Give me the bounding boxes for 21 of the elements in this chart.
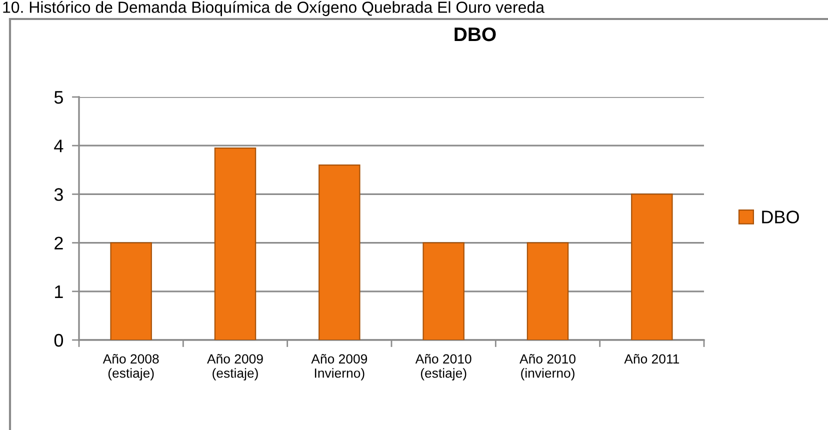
bar (422, 242, 464, 340)
x-tick-label: Año 2009 (estiaje) (207, 354, 263, 380)
legend-label: DBO (762, 210, 799, 224)
y-tick-label: 0 (54, 334, 64, 347)
x-tick-label: Año 2009 Invierno) (311, 354, 368, 380)
chart-title: DBO (454, 27, 496, 42)
x-tick-label: Año 2011 (624, 354, 680, 364)
y-tick-label: 5 (54, 91, 63, 104)
bar (318, 164, 360, 340)
x-tick-label: Año 2010 (invierno) (520, 354, 576, 380)
text: 10. Histórico de Demanda Bioquímica de Oxígeno Quebrada El Ouro vereda (3, 1, 544, 16)
bar (214, 147, 256, 340)
x-tick-label: Año 2008 (estiaje) (102, 354, 159, 380)
y-tick-label: 2 (54, 236, 63, 250)
bar (631, 194, 673, 340)
x-tick-label: Año 2010 (estiaje) (415, 354, 472, 380)
bar (110, 242, 152, 340)
y-tick-label: 1 (55, 286, 63, 298)
bar (526, 242, 569, 340)
y-tick-label: 4 (54, 140, 64, 152)
y-tick-label: 3 (54, 188, 63, 201)
